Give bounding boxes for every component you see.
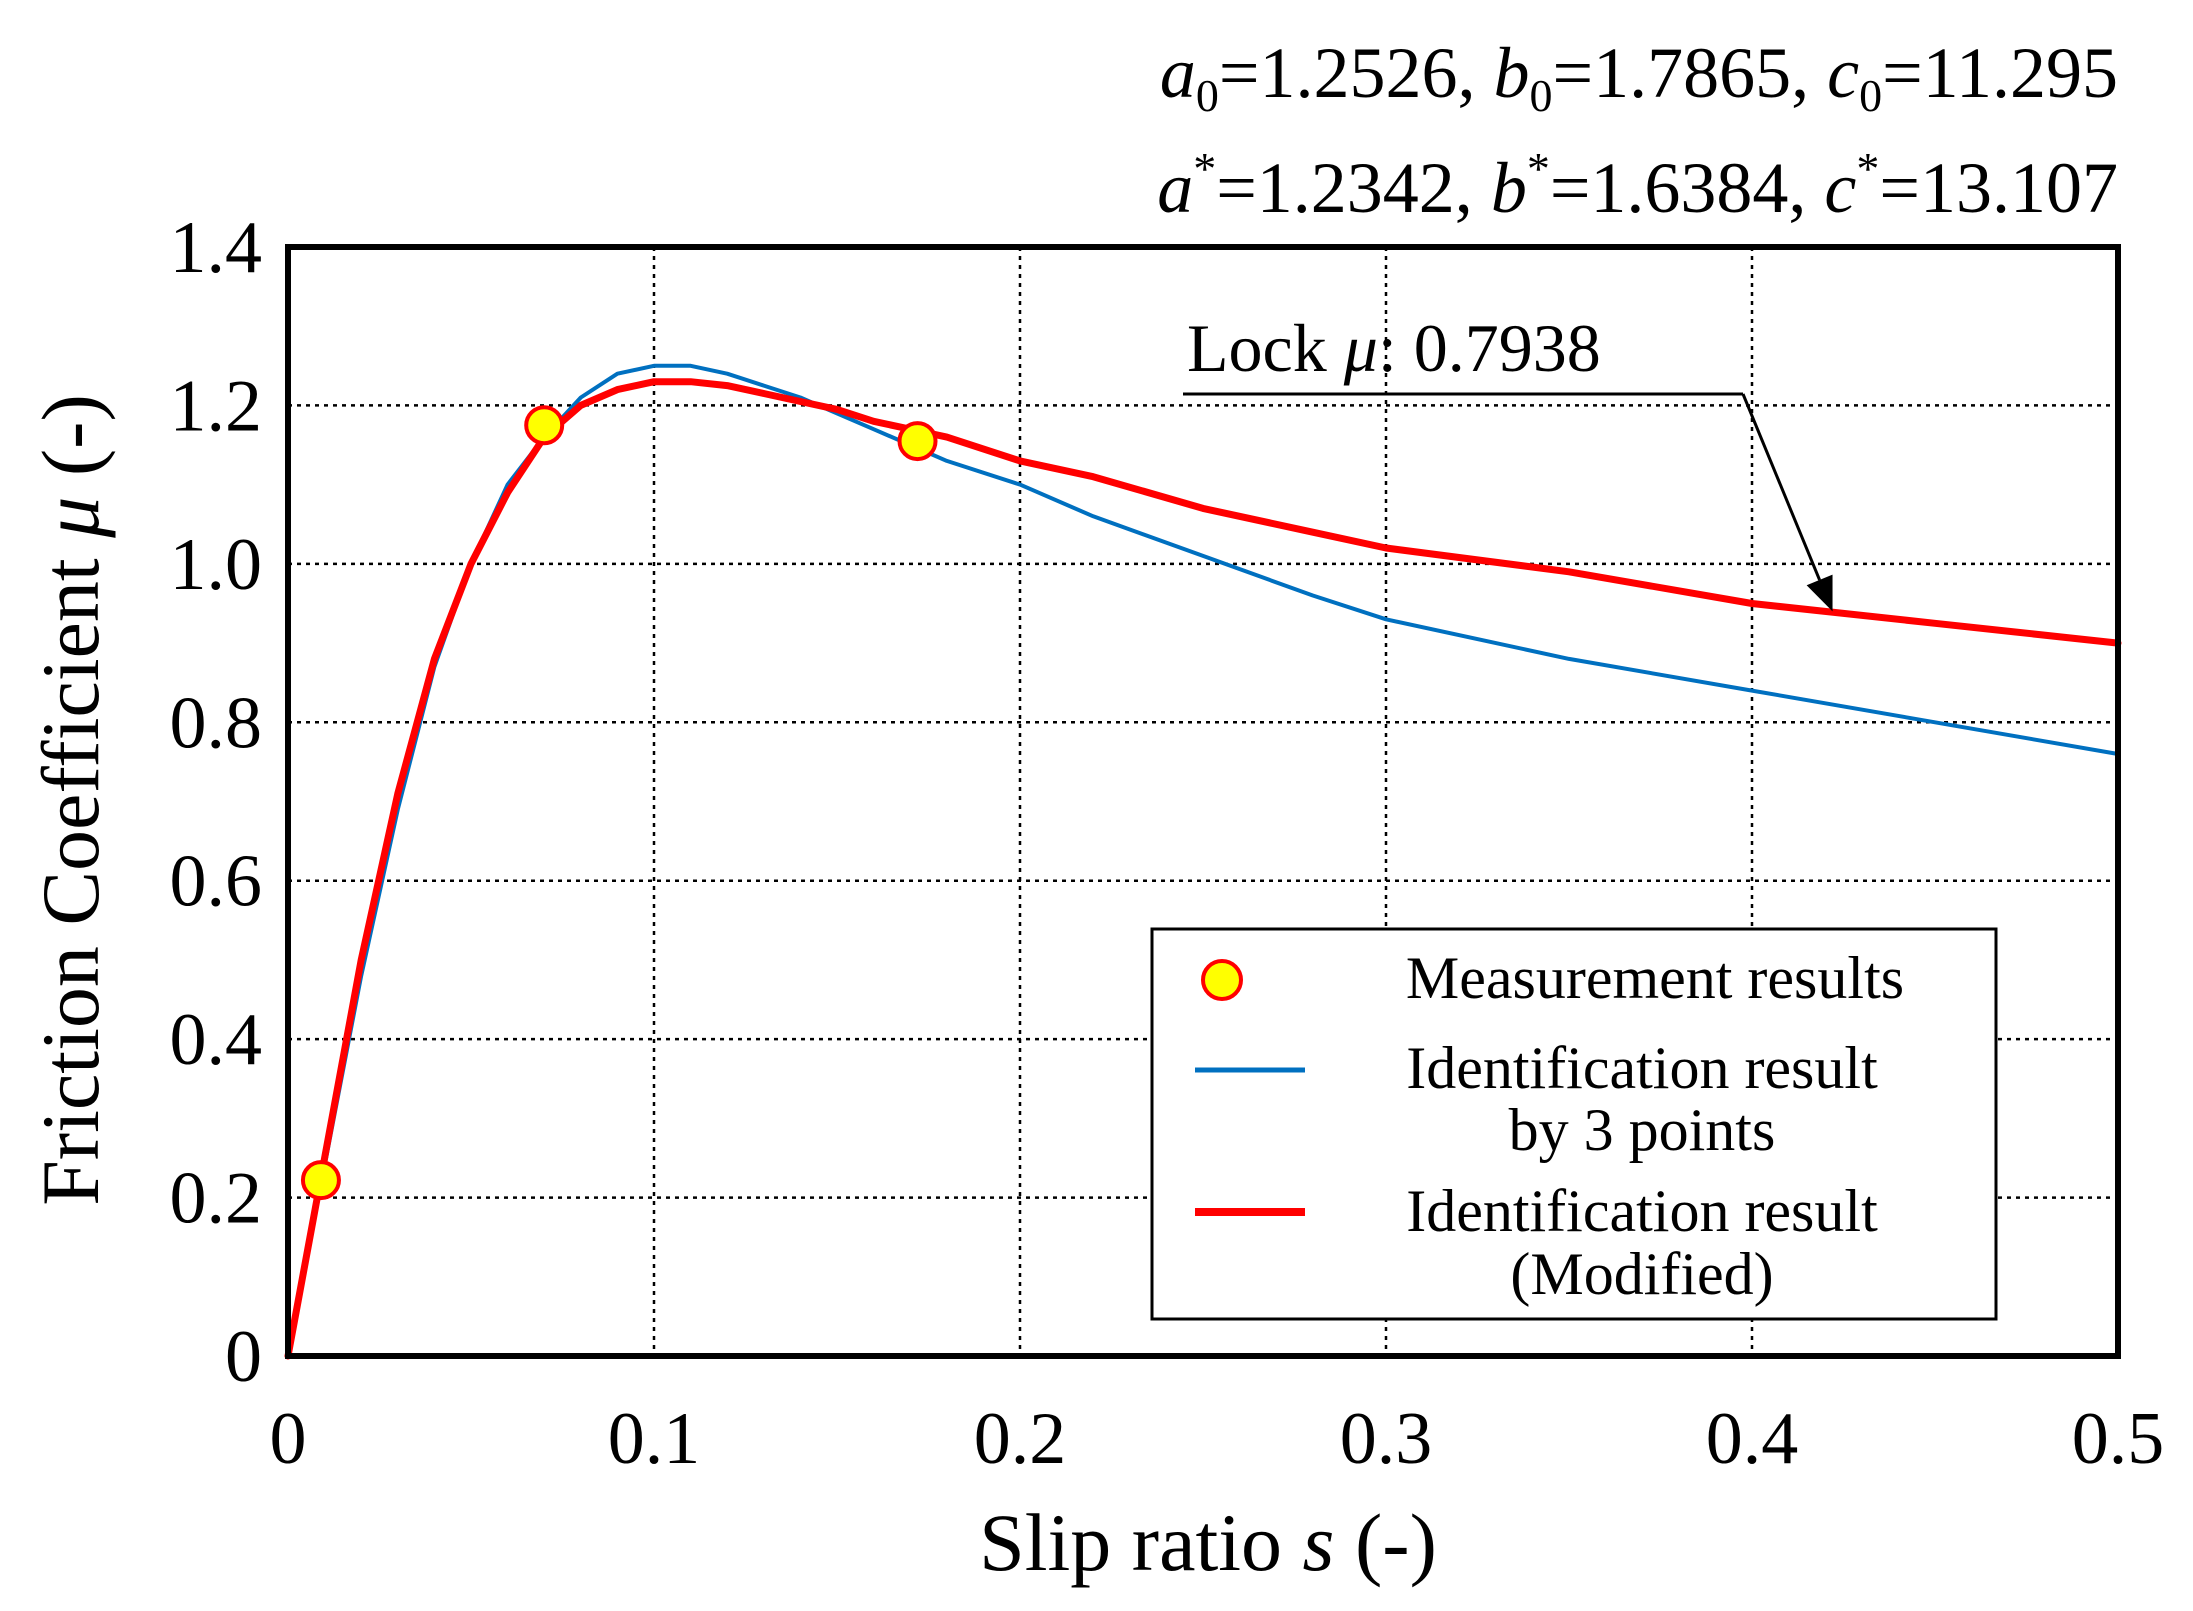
- x-tick-label: 0.3: [1340, 1398, 1433, 1480]
- lock-annotation-arrow: [1741, 393, 1821, 581]
- series-line-modified: [284, 378, 2122, 1360]
- plot-frame: [285, 244, 2121, 1359]
- y-tick-label: 0: [225, 1316, 262, 1398]
- x-tick-label: 0: [270, 1398, 307, 1480]
- y-tick-label: 1.0: [170, 524, 263, 606]
- measurement-markers: [300, 405, 938, 1201]
- measurement-point: [897, 421, 938, 462]
- legend-box: [1150, 927, 1998, 1321]
- legend-marker-measurement: [1201, 959, 1243, 1001]
- legend-label-3points-line2: by 3 points: [1509, 1097, 1776, 1163]
- x-tick-label: 0.2: [974, 1398, 1067, 1480]
- y-tick-label: 0.6: [170, 841, 263, 923]
- measurement-point: [524, 405, 565, 446]
- measurement-point: [300, 1160, 341, 1201]
- legend-label-measurement: Measurement results: [1406, 945, 1904, 1011]
- params-line-2: a*=1.2342, b*=1.6384, c*=13.107: [1157, 143, 2118, 228]
- x-tick-label: 0.5: [2072, 1398, 2165, 1480]
- x-axis-label: Slip ratio s (-): [979, 1497, 1437, 1588]
- y-tick-label: 0.8: [170, 682, 263, 764]
- legend: Measurement results Identification resul…: [1150, 927, 1998, 1321]
- x-tick-label: 0.4: [1706, 1398, 1799, 1480]
- legend-label-modified: Identification result: [1406, 1178, 1878, 1244]
- lock-annotation-arrowhead: [1806, 574, 1833, 612]
- legend-label-3points: Identification result: [1406, 1035, 1878, 1101]
- y-tick-label: 0.2: [170, 1158, 263, 1240]
- y-tick-label: 0.4: [170, 999, 263, 1081]
- lock-annotation-text: Lock μ: 0.7938: [1187, 310, 1601, 386]
- lock-annotation: Lock μ: 0.7938: [1183, 310, 1833, 612]
- tick-labels: 0 0.1 0.2 0.3 0.4 0.5 0 0.2 0.4 0.6 0.8 1.0 1.2 1.4: [170, 207, 2165, 1480]
- legend-label-modified-line2: (Modified): [1510, 1241, 1773, 1307]
- x-tick-label: 0.1: [608, 1398, 701, 1480]
- params-line-1: a0=1.2526, b0=1.7865, c0=11.295: [1160, 33, 2118, 121]
- series-lines: [284, 363, 2122, 1360]
- y-axis-label: Friction Coefficient μ (-): [25, 394, 116, 1206]
- y-tick-label: 1.4: [170, 207, 263, 289]
- y-tick-label: 1.2: [170, 365, 263, 447]
